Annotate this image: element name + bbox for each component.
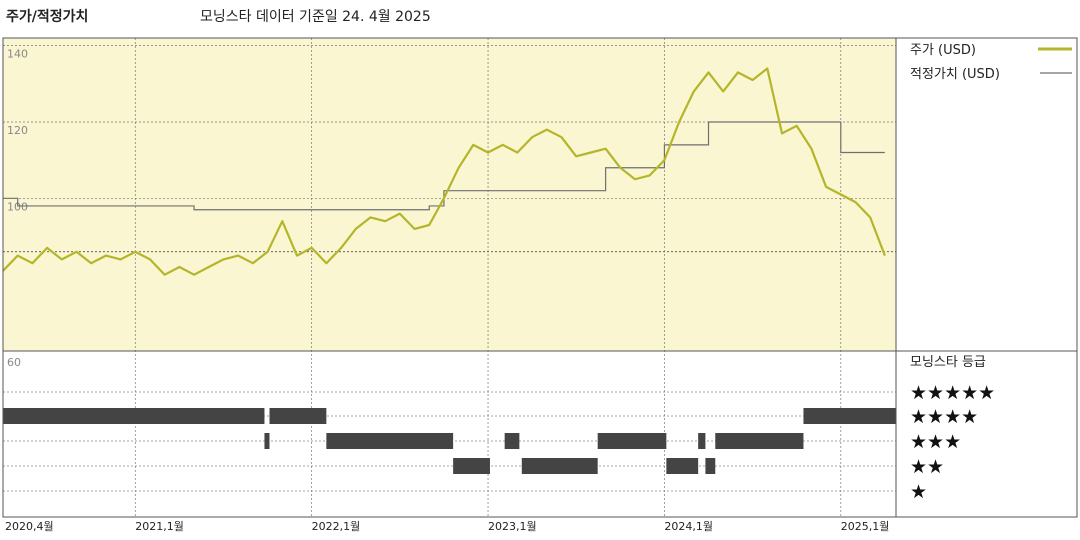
- rating-bar: [705, 458, 716, 474]
- legend-price-label: 주가 (USD): [910, 43, 976, 58]
- y-axis-ticks: 140 120 100 60: [7, 48, 28, 369]
- rating-bar: [504, 433, 520, 449]
- star-row-1: ★: [910, 481, 927, 503]
- rating-bar: [698, 433, 706, 449]
- rating-bar: [521, 458, 598, 474]
- rating-bar: [803, 408, 896, 424]
- x-tick-label: 2020,4월: [5, 520, 54, 533]
- x-tick-label: 2024,1월: [664, 520, 713, 533]
- rating-legend-title: 모닝스타 등급: [910, 355, 986, 370]
- rating-bar: [264, 433, 270, 449]
- data-date-label: 모닝스타 데이터 기준일 24. 4월 2025: [200, 9, 431, 25]
- x-tick-label: 2021,1월: [135, 520, 184, 533]
- lower-axis-label: 60: [7, 356, 21, 369]
- upper-plot-background: [3, 38, 896, 351]
- star-row-3: ★★★: [910, 431, 961, 453]
- rating-bar: [715, 433, 804, 449]
- rating-bar: [3, 408, 265, 424]
- x-axis-ticks: 2020,4월 2021,1월 2022,1월 2023,1월 2024,1월 2025,…: [5, 520, 889, 533]
- x-tick-label: 2022,1월: [312, 520, 361, 533]
- rating-bar: [666, 458, 699, 474]
- fair-value-line: [3, 121, 885, 211]
- y-tick-label: 140: [7, 48, 28, 61]
- y-tick-label: 120: [7, 124, 28, 137]
- rating-bar: [453, 458, 490, 474]
- rating-bar: [269, 408, 327, 424]
- series-lines: [2, 67, 886, 276]
- chart-frame: [2, 37, 1078, 518]
- price-line: [2, 67, 886, 276]
- star-row-4: ★★★★: [910, 406, 978, 428]
- star-row-5: ★★★★★: [910, 382, 995, 404]
- chart-title: 주가/적정가치: [6, 9, 89, 25]
- legend-fair-value-label: 적정가치 (USD): [910, 67, 1000, 82]
- star-row-2: ★★: [910, 456, 944, 478]
- y-tick-label: 100: [7, 200, 28, 213]
- rating-bar: [326, 433, 454, 449]
- x-tick-label: 2025,1월: [841, 520, 890, 533]
- rating-bar: [597, 433, 667, 449]
- x-tick-label: 2023,1월: [488, 520, 537, 533]
- rating-bars: [3, 408, 896, 474]
